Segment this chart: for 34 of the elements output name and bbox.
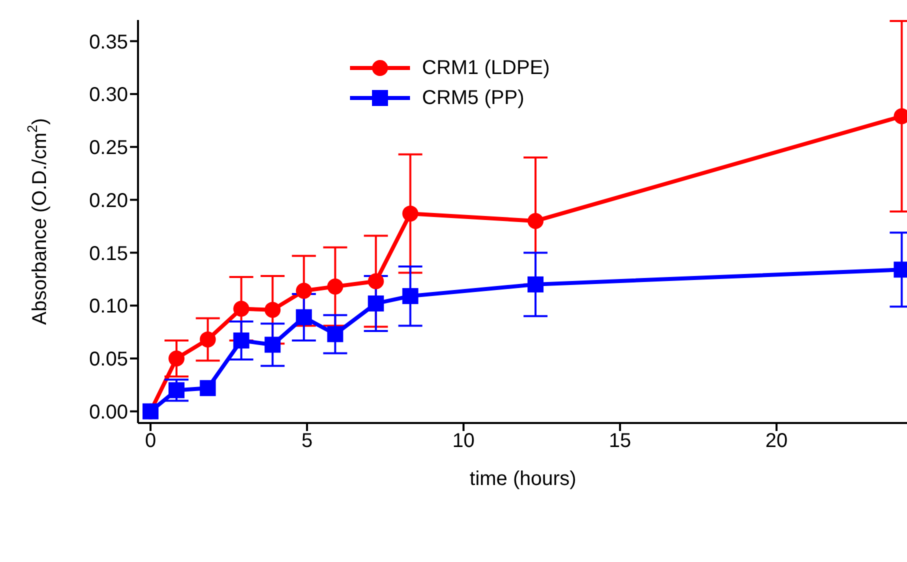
point xyxy=(368,295,384,312)
point xyxy=(264,302,281,318)
point xyxy=(327,326,344,342)
y-tick-label: 0.25 xyxy=(89,137,128,160)
point xyxy=(528,212,544,229)
point xyxy=(402,288,418,304)
point xyxy=(296,282,312,299)
y-tick-label: 0.05 xyxy=(89,348,128,371)
y-tick-label: 0.20 xyxy=(89,190,128,212)
x-tick-label: 10 xyxy=(452,430,475,452)
y-tick-label: 0.00 xyxy=(89,401,128,424)
point xyxy=(200,380,216,396)
point xyxy=(327,278,344,295)
point xyxy=(200,331,216,348)
point xyxy=(402,206,418,222)
point xyxy=(264,336,281,353)
point xyxy=(168,350,184,366)
y-tick-label: 0.15 xyxy=(89,242,128,265)
point xyxy=(168,382,184,398)
point xyxy=(233,332,250,348)
y-tick-label: 0.30 xyxy=(89,84,128,106)
x-tick-label: 15 xyxy=(608,430,632,452)
point xyxy=(296,309,312,326)
legend-label: CRM1 (LDPE) xyxy=(422,56,550,80)
y-tick-label: 0.10 xyxy=(89,296,128,318)
x-tick-label: 5 xyxy=(301,430,313,452)
y-tick-label: 0.35 xyxy=(89,31,128,54)
x-axis-title: time (hours) xyxy=(470,468,576,490)
x-tick-label: 20 xyxy=(765,430,788,452)
legend-label: CRM5 (PP) xyxy=(422,86,524,110)
point xyxy=(233,300,250,317)
point xyxy=(528,276,544,292)
point xyxy=(368,273,384,290)
x-tick-label: 0 xyxy=(144,430,156,452)
